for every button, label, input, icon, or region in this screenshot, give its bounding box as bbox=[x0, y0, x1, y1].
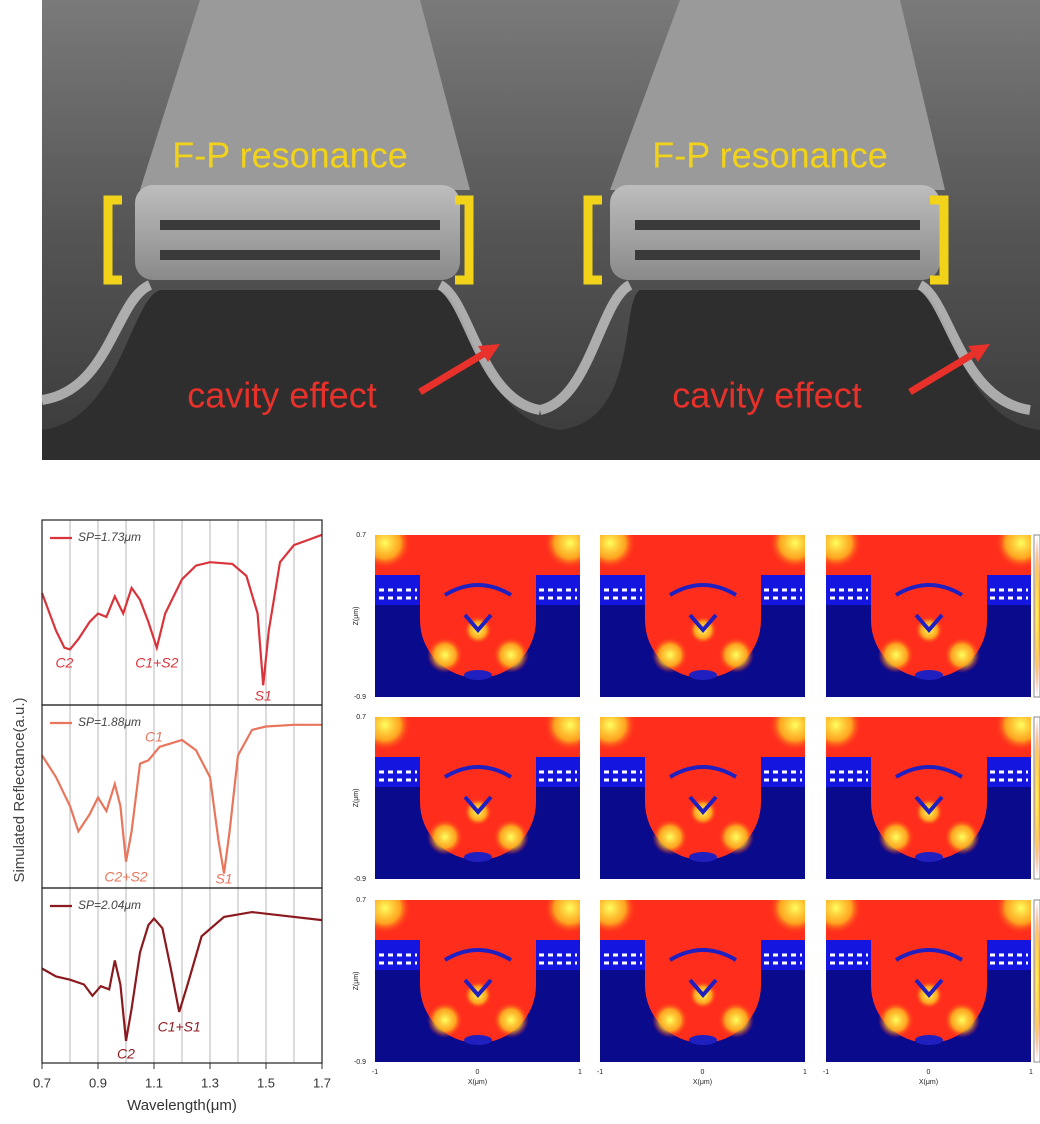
z-tick-label: 0.7 bbox=[356, 897, 366, 904]
field-map bbox=[810, 517, 1040, 697]
field-maps: 0.7 -0.9 Z(μm) 0.7 -0.9 Z(μm) 0.7 -0.9 Z(μm) -1 0 1… bbox=[353, 517, 1040, 1086]
colorbar bbox=[1034, 535, 1040, 697]
cavity-label: cavity effect bbox=[672, 375, 861, 416]
y-axis-label: Simulated Reflectance(a.u.) bbox=[11, 697, 28, 882]
legend-label: SP=1.73μm bbox=[78, 530, 141, 544]
annotation: C1+S1 bbox=[158, 1019, 201, 1035]
z-tick-label: -0.9 bbox=[354, 876, 366, 883]
annotation: C2 bbox=[117, 1046, 135, 1062]
x-tick-label: 0.9 bbox=[89, 1075, 107, 1090]
x-tick-label: 1.5 bbox=[257, 1075, 275, 1090]
field-map bbox=[584, 699, 821, 879]
figure: F-P resonance F-P resonance cavity effec… bbox=[0, 0, 1040, 1124]
sem-image: F-P resonance F-P resonance cavity effec… bbox=[42, 0, 1040, 460]
field-map bbox=[359, 882, 596, 1062]
x-tick-label: 0 bbox=[701, 1069, 705, 1076]
z-axis-label: Z(μm) bbox=[353, 972, 360, 991]
x-tick-label: 0 bbox=[476, 1069, 480, 1076]
annotation: C2 bbox=[55, 654, 73, 670]
page: { "sem_image": { "fp_labels": ["F-P reso… bbox=[0, 0, 1040, 1124]
x-tick-label: -1 bbox=[823, 1069, 829, 1076]
colorbar bbox=[1034, 900, 1040, 1062]
field-map bbox=[359, 517, 596, 697]
x-axis-label: X(μm) bbox=[693, 1079, 712, 1086]
field-map bbox=[584, 517, 821, 697]
cavity-label: cavity effect bbox=[187, 375, 376, 416]
ridge-section bbox=[610, 185, 940, 280]
x-axis-label: Wavelength(μm) bbox=[127, 1097, 237, 1114]
annotation: C1+S2 bbox=[135, 654, 178, 670]
annotation: S1 bbox=[255, 688, 272, 704]
z-tick-label: -0.9 bbox=[354, 1059, 366, 1066]
z-axis-label: Z(μm) bbox=[353, 789, 360, 808]
x-tick-label: -1 bbox=[597, 1069, 603, 1076]
annotation: S1 bbox=[215, 871, 232, 887]
x-tick-label: 1 bbox=[803, 1069, 807, 1076]
x-tick-label: 1 bbox=[578, 1069, 582, 1076]
x-tick-label: -1 bbox=[372, 1069, 378, 1076]
z-tick-label: 0.7 bbox=[356, 714, 366, 721]
annotation: C2+S2 bbox=[104, 868, 147, 884]
field-map bbox=[810, 882, 1040, 1062]
x-axis-label: X(μm) bbox=[468, 1079, 487, 1086]
x-tick-label: 1.7 bbox=[313, 1075, 331, 1090]
x-axis-label: X(μm) bbox=[919, 1079, 938, 1086]
ridge-section bbox=[135, 185, 460, 280]
field-map bbox=[584, 882, 821, 1062]
x-tick-label: 1.1 bbox=[145, 1075, 163, 1090]
x-tick-label: 0.7 bbox=[33, 1075, 51, 1090]
legend-label: SP=1.88μm bbox=[78, 715, 141, 729]
field-map bbox=[810, 699, 1040, 879]
x-tick-label: 1.3 bbox=[201, 1075, 219, 1090]
x-tick-label: 0 bbox=[927, 1069, 931, 1076]
colorbar bbox=[1034, 717, 1040, 879]
z-axis-label: Z(μm) bbox=[353, 607, 360, 626]
x-tick-label: 1 bbox=[1029, 1069, 1033, 1076]
field-map bbox=[359, 699, 596, 879]
fp-label: F-P resonance bbox=[172, 135, 407, 176]
legend-label: SP=2.04μm bbox=[78, 898, 141, 912]
annotation: C1 bbox=[145, 728, 163, 744]
z-tick-label: 0.7 bbox=[356, 532, 366, 539]
z-tick-label: -0.9 bbox=[354, 694, 366, 701]
fp-label: F-P resonance bbox=[652, 135, 887, 176]
